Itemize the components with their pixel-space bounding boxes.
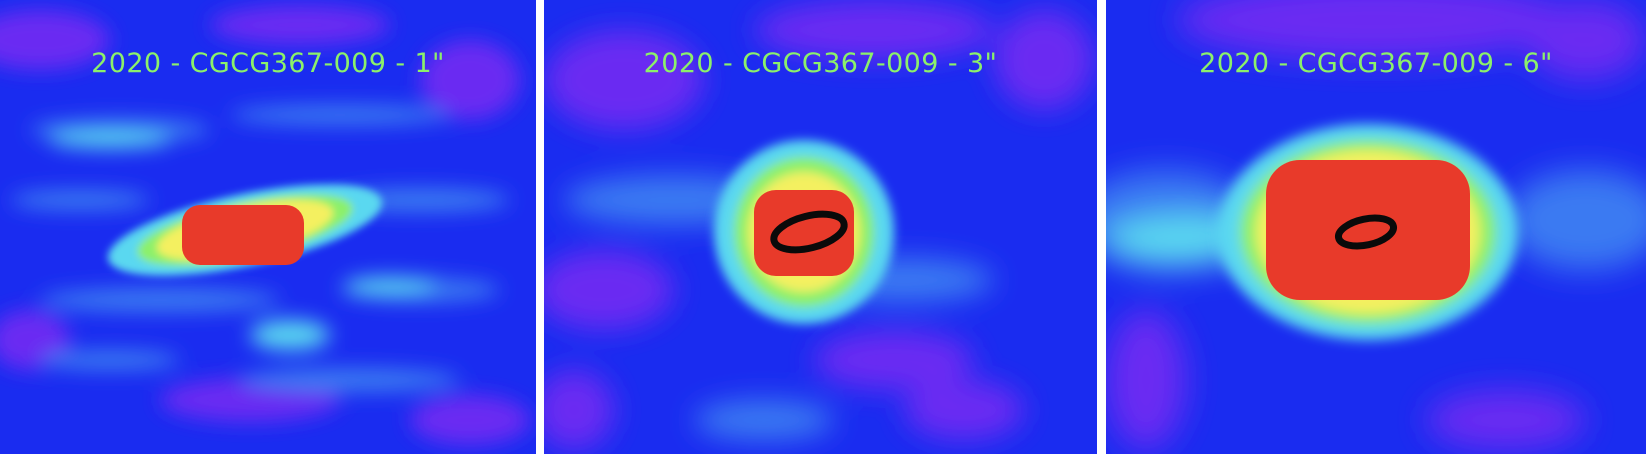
peak-emission-region (1266, 160, 1470, 300)
radio-map-panel-6arcsec: 2020 - CGCG367-009 - 6" (1106, 0, 1646, 454)
panel-title: 2020 - CGCG367-009 - 6" (1199, 48, 1553, 79)
beam-ellipse (1334, 214, 1398, 250)
intensity-map-image (0, 0, 536, 454)
peak-emission-region (182, 205, 304, 265)
beam-ellipse (770, 210, 848, 254)
radio-map-panel-3arcsec: 2020 - CGCG367-009 - 3" (544, 0, 1097, 454)
intensity-map-image (544, 0, 1097, 454)
panel-title: 2020 - CGCG367-009 - 3" (643, 48, 998, 79)
panel-title: 2020 - CGCG367-009 - 1" (91, 48, 445, 79)
intensity-map-image (1106, 0, 1646, 454)
radio-map-panel-1arcsec: 2020 - CGCG367-009 - 1" (0, 0, 536, 454)
